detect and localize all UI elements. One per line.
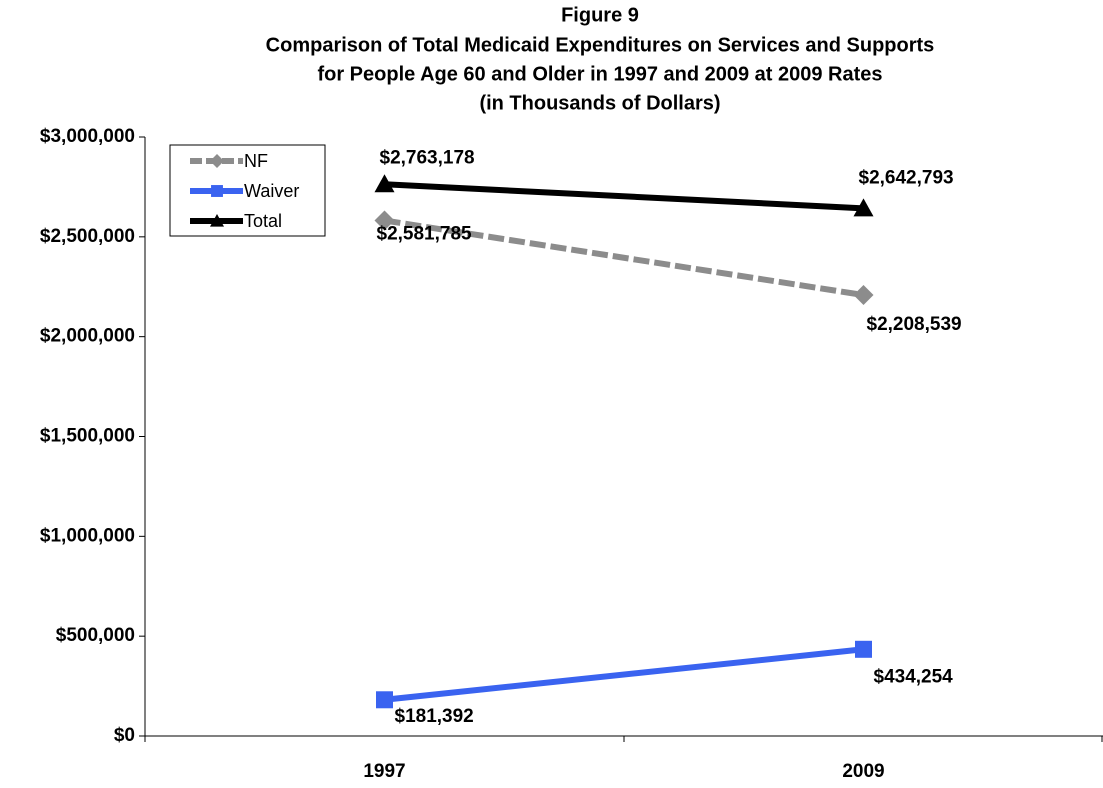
y-tick-label: $0 (114, 725, 135, 746)
chart-title: (in Thousands of Dollars) (479, 92, 720, 114)
legend-marker (210, 214, 224, 227)
data-label: $434,254 (874, 666, 954, 687)
data-label: $181,392 (395, 706, 474, 727)
legend-marker (211, 185, 223, 197)
legend: NF Waiver Total (169, 144, 326, 237)
y-tick-label: $2,500,000 (40, 226, 135, 247)
legend-label: Total (244, 211, 282, 231)
series-marker (853, 198, 874, 217)
legend-marker (210, 154, 224, 168)
series-marker (374, 174, 395, 193)
y-tick-label: $2,000,000 (40, 326, 135, 347)
legend-label: Waiver (244, 181, 299, 201)
y-tick-label: $500,000 (56, 625, 135, 646)
data-label: $2,763,178 (380, 147, 475, 168)
series-line (384, 217, 864, 298)
series-marker (376, 691, 393, 709)
series-marker (855, 640, 872, 658)
y-tick-label: $3,000,000 (40, 126, 135, 147)
data-label: $2,642,793 (859, 167, 954, 188)
chart-title: Comparison of Total Medicaid Expenditure… (266, 34, 935, 56)
x-tick-label: 1997 (363, 761, 405, 782)
legend-label: NF (244, 151, 268, 171)
chart-title: for People Age 60 and Older in 1997 and … (317, 63, 882, 85)
chart-title: Figure 9 (561, 4, 639, 26)
series-line (384, 181, 864, 212)
data-label: $2,581,785 (377, 224, 473, 245)
x-tick-label: 2009 (842, 761, 884, 782)
series-marker (853, 285, 874, 306)
y-tick-label: $1,000,000 (40, 525, 135, 546)
series-marker (374, 210, 395, 231)
data-label: $2,208,539 (867, 314, 962, 335)
y-tick-label: $1,500,000 (40, 426, 135, 447)
series-line (384, 646, 864, 703)
